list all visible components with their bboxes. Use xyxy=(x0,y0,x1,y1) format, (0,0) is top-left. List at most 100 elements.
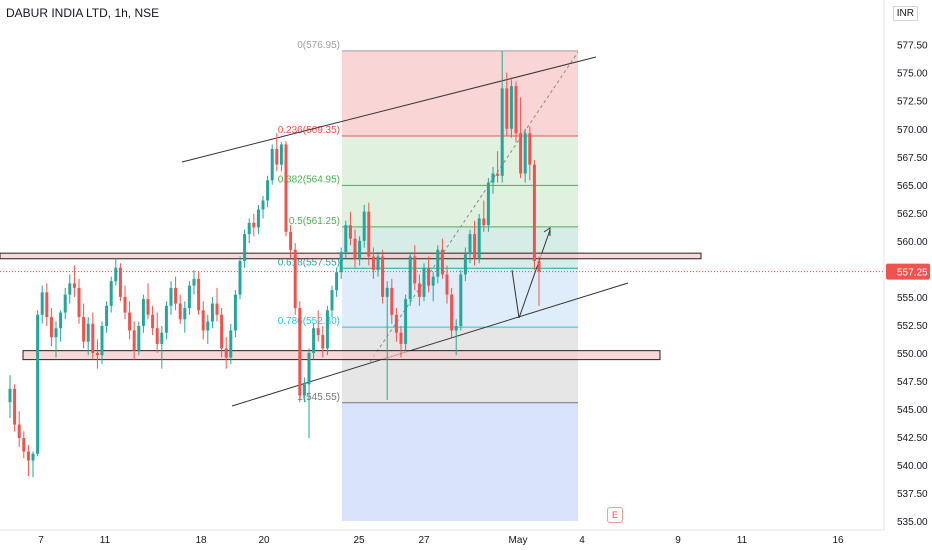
candle-body xyxy=(399,332,403,344)
candle-body xyxy=(371,256,375,270)
candle-body xyxy=(486,182,490,226)
horizontal-zones[interactable] xyxy=(0,252,702,361)
fib-zone-extension xyxy=(342,402,578,521)
projection-path[interactable] xyxy=(511,229,551,319)
candle-body xyxy=(77,287,81,318)
price-axis[interactable]: 577.50 575.00 572.50 570.00 567.50 565.00 562.… xyxy=(883,0,930,530)
candle-body xyxy=(275,148,279,165)
price-tick-label: 577.50 xyxy=(897,41,928,52)
candle-body xyxy=(358,240,362,259)
events-button[interactable]: E xyxy=(607,507,623,523)
projection-arrowhead xyxy=(543,227,551,236)
candle-body xyxy=(298,308,302,396)
time-tick-label: 25 xyxy=(353,535,365,546)
currency-label[interactable]: INR xyxy=(892,6,918,21)
price-tick-label: 547.50 xyxy=(897,377,928,388)
candle-body xyxy=(13,388,17,425)
candle-body xyxy=(312,328,316,353)
time-tick-label: May xyxy=(509,535,528,546)
candle-body xyxy=(284,144,288,232)
fib-level-label: 0.5(561.25) xyxy=(289,216,340,227)
candle-body xyxy=(137,325,141,351)
candle-body xyxy=(247,222,251,235)
time-axis[interactable]: 7 11 18 20 25 27 May 4 9 11 16 xyxy=(0,529,884,546)
candle-body xyxy=(316,328,320,335)
candle-body xyxy=(91,323,95,353)
lower-trendline[interactable] xyxy=(231,282,629,407)
candle-body xyxy=(491,173,495,183)
candle-body xyxy=(54,328,58,338)
candle-body xyxy=(100,325,104,356)
fib-zone-1 xyxy=(342,136,578,186)
fib-level-label: 0.236(569.35) xyxy=(278,125,340,136)
candle-body xyxy=(105,305,109,326)
candle-body xyxy=(178,303,182,320)
support-resistance-zone[interactable] xyxy=(22,350,661,361)
candle-body xyxy=(279,144,283,165)
candle-body xyxy=(141,299,145,326)
time-tick-label: 4 xyxy=(579,535,585,546)
candle-body xyxy=(325,310,329,349)
candle-body xyxy=(114,267,118,282)
time-tick-label: 7 xyxy=(38,535,44,546)
candle-body xyxy=(505,88,509,129)
fib-levels-layer: 0(576.95) 0.236(569.35) 0.382(564.95) 0.5(5… xyxy=(278,40,578,404)
candle-body xyxy=(49,317,53,338)
candle-body xyxy=(427,267,431,286)
candle-body xyxy=(8,388,12,403)
candle-body xyxy=(36,314,40,454)
price-tick-label: 565.00 xyxy=(897,181,928,192)
support-resistance-zone[interactable] xyxy=(0,252,702,260)
price-tick-label: 535.00 xyxy=(897,517,928,528)
price-tick-label: 572.50 xyxy=(897,97,928,108)
candle-body xyxy=(160,332,164,344)
candle-body xyxy=(164,305,168,333)
candle-body xyxy=(302,384,306,396)
time-tick-label: 11 xyxy=(737,535,748,546)
last-price-label: 557.25 xyxy=(897,268,928,279)
candle-body xyxy=(155,328,159,344)
price-tick-label: 550.00 xyxy=(897,349,928,360)
candle-body xyxy=(256,209,260,228)
candle-body xyxy=(417,283,421,297)
candle-body xyxy=(224,348,228,358)
candles-layer xyxy=(8,50,541,478)
candle-body xyxy=(339,252,343,273)
candle-body xyxy=(362,211,366,241)
candle-body xyxy=(514,86,518,134)
candle-body xyxy=(63,294,67,313)
price-tick-label: 570.00 xyxy=(897,125,928,136)
fib-zone-5 xyxy=(342,327,578,403)
candle-body xyxy=(436,249,440,277)
candle-body xyxy=(206,321,210,331)
candle-body xyxy=(146,299,150,315)
candle-body xyxy=(72,283,76,288)
candle-body xyxy=(40,292,44,315)
candle-body xyxy=(528,133,532,165)
candle-body xyxy=(229,330,233,358)
candle-body xyxy=(376,256,380,270)
time-tick-label: 16 xyxy=(832,535,844,546)
candle-body xyxy=(509,86,513,129)
candle-body xyxy=(404,299,408,344)
price-tick-label: 575.00 xyxy=(897,69,928,80)
price-tick-label: 552.50 xyxy=(897,321,928,332)
chart-title: DABUR INDIA LTD, 1h, NSE xyxy=(6,6,160,20)
candle-body xyxy=(266,180,270,201)
candle-body xyxy=(233,294,237,331)
candle-body xyxy=(477,218,481,259)
candle-body xyxy=(123,296,127,313)
upper-trendline[interactable] xyxy=(181,56,597,163)
candle-body xyxy=(26,451,30,461)
candle-body xyxy=(128,312,132,331)
candle-body xyxy=(201,310,205,331)
candle-body xyxy=(381,256,385,297)
candle-body xyxy=(238,260,242,295)
candle-body xyxy=(450,294,454,331)
fib-level-label: 0(576.95) xyxy=(297,40,340,51)
candle-body xyxy=(394,314,398,333)
fib-level-label: 0.786(552.30) xyxy=(278,316,340,327)
candle-body xyxy=(445,274,449,295)
time-tick-label: 11 xyxy=(100,535,111,546)
